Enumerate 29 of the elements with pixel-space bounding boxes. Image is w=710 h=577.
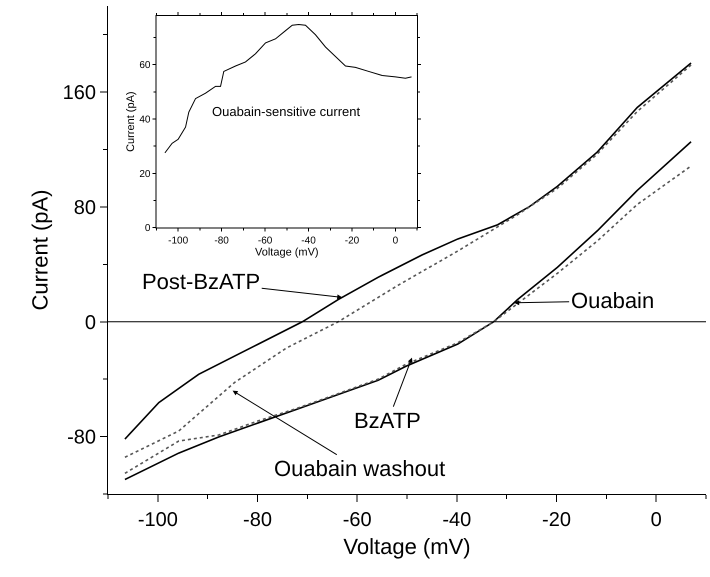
y-axis-title: Current (pA) — [124, 91, 137, 152]
x-axis-title: Voltage (mV) — [255, 246, 319, 259]
annotation: BzATP — [354, 408, 421, 433]
x-tick-label: -40 — [301, 236, 316, 247]
x-tick-label: -40 — [442, 509, 472, 531]
x-tick-label: 0 — [392, 236, 399, 247]
y-tick-label: -80 — [67, 426, 96, 449]
y-tick-label: 80 — [74, 196, 96, 219]
x-axis-title: Voltage (mV) — [343, 534, 471, 559]
x-tick-label: -80 — [214, 236, 230, 247]
annotation: Ouabain washout — [274, 456, 446, 481]
x-tick-label: -100 — [138, 509, 178, 531]
x-tick-label: -20 — [542, 509, 571, 531]
x-tick-label: -80 — [243, 509, 272, 531]
y-tick-label: 60 — [139, 60, 151, 72]
x-tick-label: -60 — [258, 236, 273, 247]
annotation: Ouabain-sensitive current — [212, 104, 361, 119]
y-tick-label: 40 — [139, 114, 151, 126]
y-tick-label: 20 — [139, 168, 151, 180]
x-tick-label: -20 — [344, 236, 360, 247]
y-axis-title: Current (pA) — [27, 189, 52, 311]
x-tick-label: -60 — [342, 509, 372, 531]
y-tick-label: 0 — [84, 312, 96, 334]
x-tick-label: -100 — [168, 236, 189, 247]
annotation: Ouabain — [571, 288, 654, 313]
x-tick-label: 0 — [650, 509, 662, 531]
y-tick-label: 160 — [62, 82, 96, 104]
annotation: Post-BzATP — [142, 269, 260, 294]
y-tick-label: 0 — [144, 223, 151, 234]
